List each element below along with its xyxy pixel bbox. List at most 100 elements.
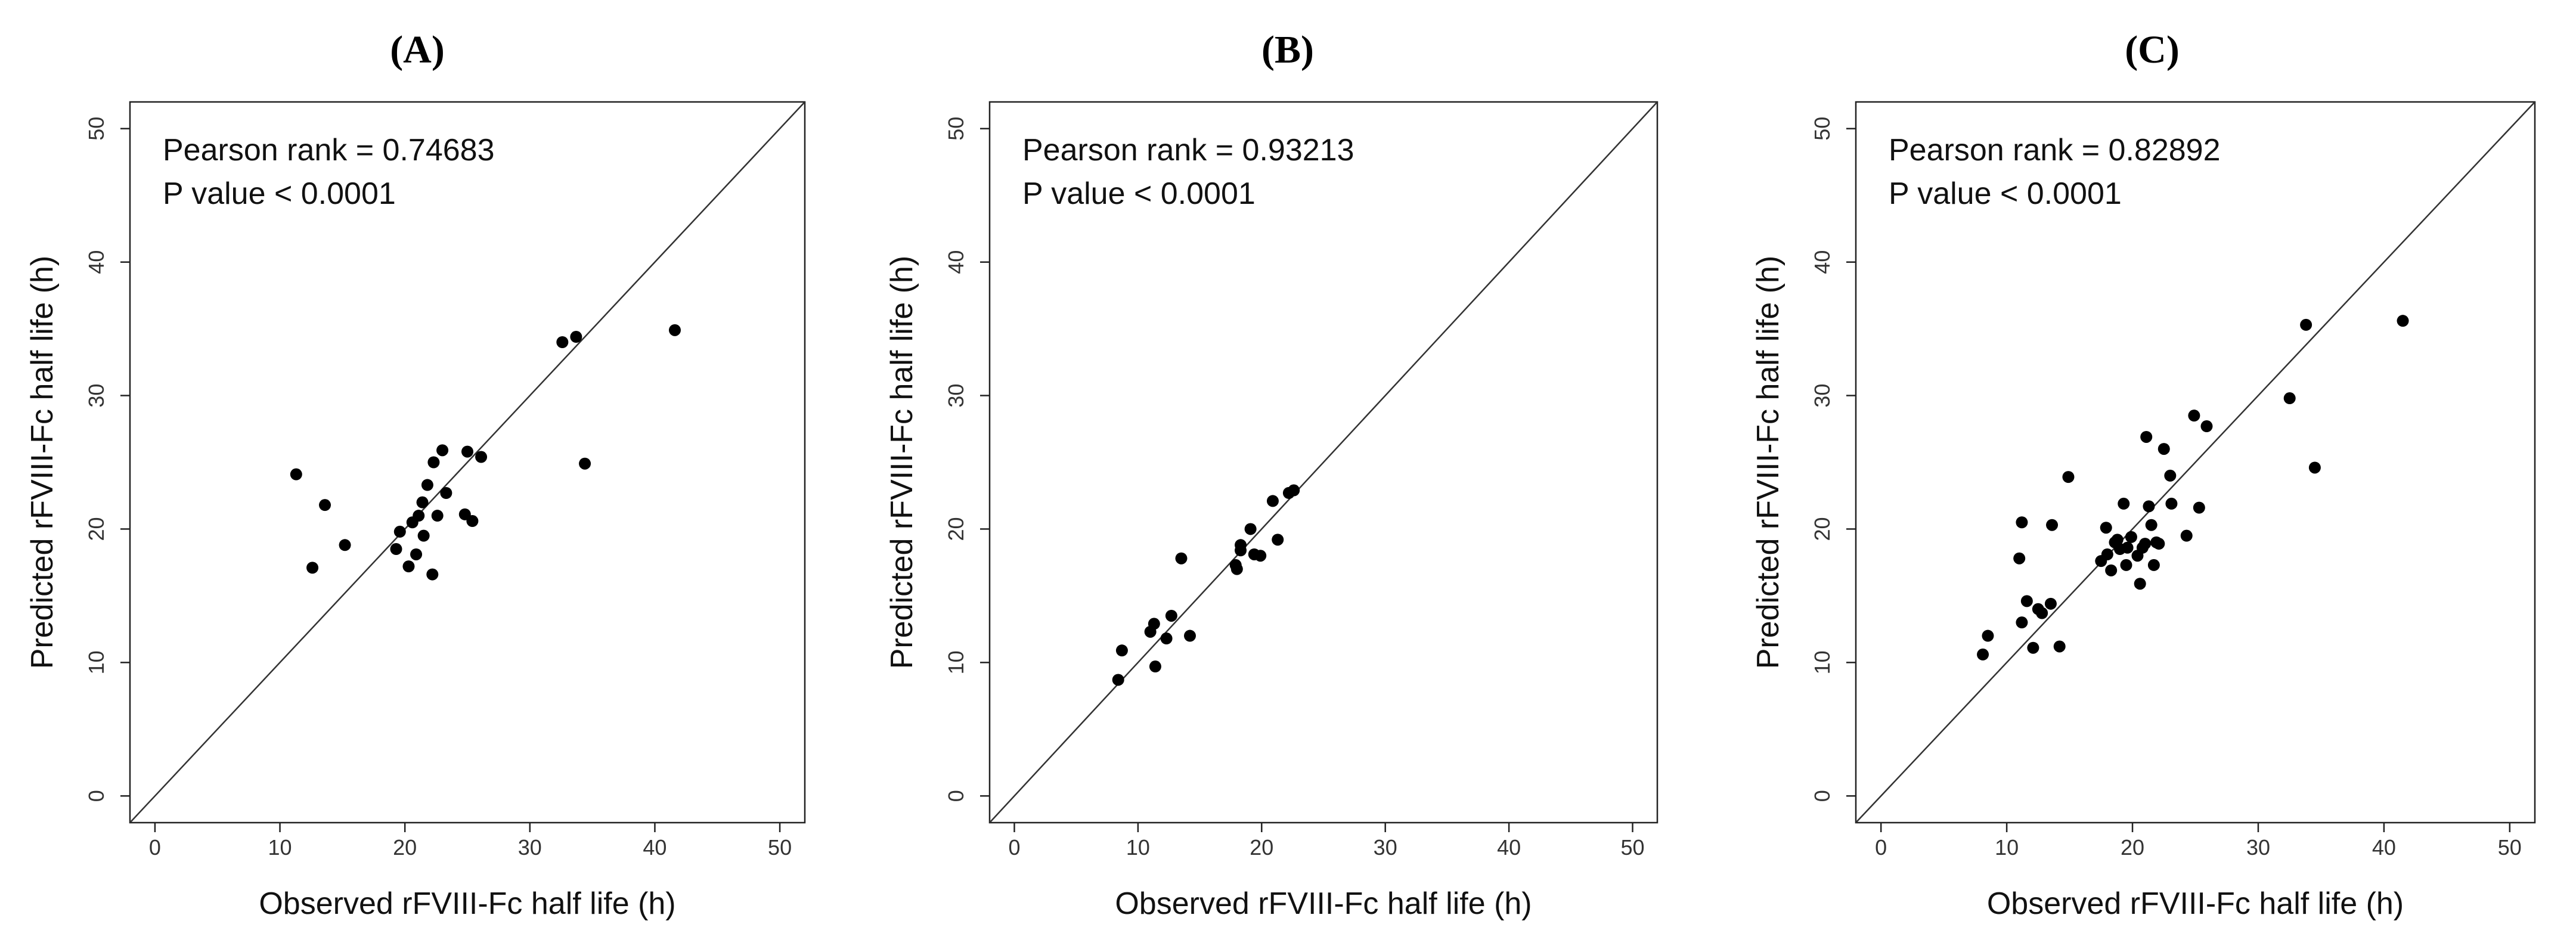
data-point xyxy=(1244,523,1257,535)
data-point xyxy=(2118,497,2130,510)
y-tick-label: 10 xyxy=(84,650,109,674)
data-point xyxy=(1112,674,1124,686)
data-point xyxy=(2153,538,2165,550)
x-tick-label: 10 xyxy=(1995,835,2019,860)
data-point xyxy=(2020,595,2033,607)
x-tick-label: 50 xyxy=(768,835,792,860)
x-tick-label: 50 xyxy=(2498,835,2522,860)
data-point xyxy=(1184,630,1196,642)
x-tick-label: 40 xyxy=(1497,835,1521,860)
chart-panel-3: (C) 0 10 20 30 40 50 0 10 20 30 40 50 Observed rFVIII… xyxy=(1751,28,2536,921)
panel-label: (A) xyxy=(390,28,445,72)
data-point xyxy=(461,445,473,458)
data-point xyxy=(1115,644,1128,657)
x-tick-label: 10 xyxy=(1126,835,1150,860)
annotation-line: Pearson rank = 0.82892 xyxy=(1889,133,2221,168)
x-tick-label: 20 xyxy=(2121,835,2144,860)
x-axis-label: Observed rFVIII-Fc half life (h) xyxy=(259,886,675,921)
chart-panel-2: (B) 0 10 20 30 40 50 0 10 20 30 40 50 Observed rFVIII… xyxy=(885,28,1659,921)
x-axis-label: Observed rFVIII-Fc half life (h) xyxy=(1115,886,1532,921)
data-point xyxy=(416,496,429,508)
data-point xyxy=(2165,497,2178,510)
x-tick-label: 40 xyxy=(643,835,667,860)
data-point xyxy=(2027,641,2039,654)
data-point xyxy=(2044,597,2057,610)
data-point xyxy=(427,456,440,469)
annotation-line: Pearson rank = 0.74683 xyxy=(163,133,495,168)
annotation-line: P value < 0.0001 xyxy=(1022,176,1256,211)
y-tick-label: 40 xyxy=(84,250,109,274)
data-point xyxy=(2145,519,2157,531)
data-point xyxy=(2053,640,2066,653)
x-tick-label: 10 xyxy=(268,835,292,860)
data-point xyxy=(2100,522,2112,534)
data-point xyxy=(1288,484,1300,497)
x-tick-label: 0 xyxy=(149,835,161,860)
data-point xyxy=(466,515,479,528)
y-tick-label: 50 xyxy=(84,117,109,141)
identity-line xyxy=(1856,102,2535,823)
data-point xyxy=(2046,519,2059,531)
y-tick-label: 20 xyxy=(944,517,968,541)
data-point xyxy=(1149,660,1161,673)
y-tick-label: 20 xyxy=(1810,517,1834,541)
plot-frame xyxy=(129,101,806,824)
data-point xyxy=(2200,420,2213,433)
y-axis-label: Predicted rFVIII-Fc half life (h) xyxy=(25,256,60,669)
data-point xyxy=(1175,552,1188,565)
y-tick-label: 50 xyxy=(944,117,968,141)
data-point xyxy=(426,568,439,581)
y-tick-label: 40 xyxy=(1810,250,1834,274)
data-point xyxy=(2036,607,2048,619)
data-point xyxy=(1982,630,1994,642)
data-point xyxy=(2157,443,2170,455)
plot-frame xyxy=(1855,101,2536,824)
y-tick-label: 10 xyxy=(1810,650,1834,674)
data-point xyxy=(436,444,449,457)
data-point xyxy=(2147,559,2160,571)
y-tick-label: 30 xyxy=(84,384,109,408)
chart-panel-1: (A) 0 10 20 30 40 50 0 10 20 30 40 50 Observed rFVIII… xyxy=(25,28,806,921)
data-point xyxy=(2140,430,2153,443)
data-point xyxy=(417,529,430,542)
data-point xyxy=(393,525,406,538)
data-point xyxy=(1148,618,1160,630)
data-point xyxy=(431,510,444,522)
data-point xyxy=(306,562,319,574)
data-point xyxy=(2164,469,2177,482)
data-point xyxy=(668,324,681,336)
panel-label: (B) xyxy=(1261,28,1314,72)
data-point xyxy=(1230,563,1243,575)
data-point xyxy=(1272,534,1284,546)
data-point xyxy=(440,486,452,499)
y-axis-label: Predicted rFVIII-Fc half life (h) xyxy=(885,256,919,669)
x-tick-label: 20 xyxy=(393,835,417,860)
data-point xyxy=(2062,471,2075,483)
x-tick-label: 30 xyxy=(2246,835,2270,860)
y-tick-label: 0 xyxy=(1810,790,1834,802)
x-tick-label: 0 xyxy=(1875,835,1887,860)
data-point xyxy=(2111,534,2124,546)
data-point xyxy=(2397,315,2409,327)
data-point xyxy=(1165,609,1177,622)
y-tick-label: 20 xyxy=(84,517,109,541)
data-point xyxy=(2188,410,2200,422)
data-point xyxy=(2120,559,2132,571)
annotation-line: P value < 0.0001 xyxy=(163,176,396,211)
data-point xyxy=(390,543,402,556)
identity-line xyxy=(990,102,1657,823)
data-point xyxy=(2101,548,2113,560)
annotation-line: P value < 0.0001 xyxy=(1889,176,2122,211)
data-point xyxy=(2180,529,2193,542)
y-tick-label: 30 xyxy=(944,384,968,408)
data-point xyxy=(319,499,331,511)
y-axis-label: Predicted rFVIII-Fc half life (h) xyxy=(1751,256,1785,669)
plot-frame xyxy=(988,101,1659,824)
x-tick-label: 30 xyxy=(518,835,542,860)
x-tick-label: 40 xyxy=(2372,835,2396,860)
data-point xyxy=(339,539,351,551)
data-point xyxy=(2125,531,2137,543)
data-point xyxy=(290,468,302,480)
identity-line xyxy=(130,102,805,823)
